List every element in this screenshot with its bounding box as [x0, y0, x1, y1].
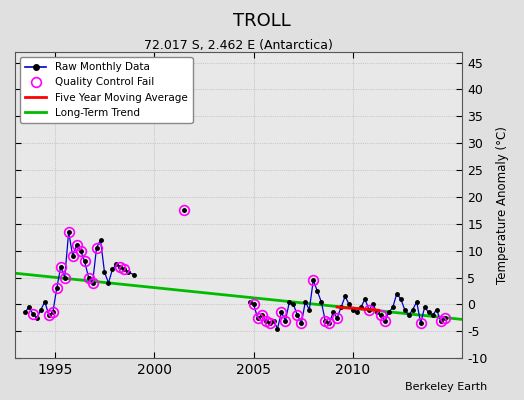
Text: Berkeley Earth: Berkeley Earth	[405, 382, 487, 392]
Legend: Raw Monthly Data, Quality Control Fail, Five Year Moving Average, Long-Term Tren: Raw Monthly Data, Quality Control Fail, …	[20, 57, 192, 123]
Y-axis label: Temperature Anomaly (°C): Temperature Anomaly (°C)	[496, 126, 509, 284]
Text: TROLL: TROLL	[233, 12, 291, 30]
Title: 72.017 S, 2.462 E (Antarctica): 72.017 S, 2.462 E (Antarctica)	[144, 39, 333, 52]
